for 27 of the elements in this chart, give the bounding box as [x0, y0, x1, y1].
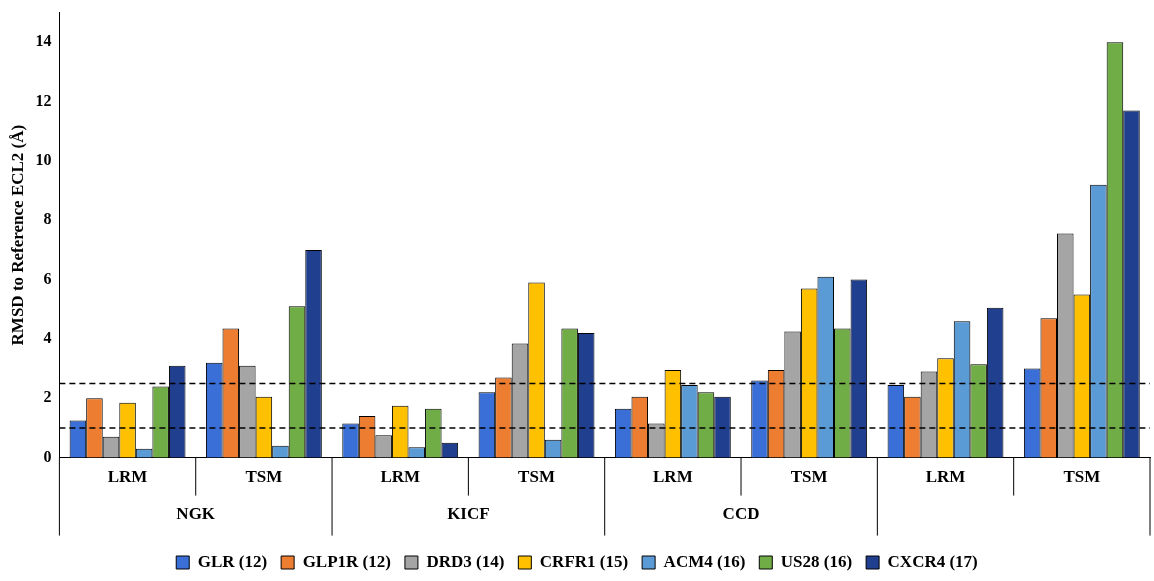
- y-tick-label: 10: [35, 151, 52, 169]
- y-tick-label: 8: [43, 210, 52, 228]
- text: NGK: [176, 503, 216, 523]
- x-tick-label: LRM: [107, 467, 148, 487]
- y-tick-label: 6: [43, 269, 52, 287]
- x-tick-label: TSM: [1063, 467, 1101, 487]
- legend-label: US28 (16): [780, 551, 853, 571]
- x-tick-label: LRM: [925, 467, 966, 487]
- legend-label: CRFR1 (15): [539, 551, 629, 571]
- text: KICF: [447, 503, 490, 523]
- y-tick-label: 12: [35, 91, 52, 109]
- x-tick-label: TSM: [518, 467, 555, 487]
- x-tick-label: LRM: [653, 467, 693, 487]
- legend-label: CXCR4 (17): [887, 551, 978, 571]
- x-tick-label: TSM: [790, 467, 828, 487]
- x-tick-label: TSM: [245, 467, 283, 487]
- y-tick-label: 14: [35, 32, 52, 50]
- legend-label: GLR (12): [197, 551, 268, 571]
- y-tick-label: 0: [43, 447, 52, 465]
- text: CCD: [722, 503, 760, 523]
- y-axis-title: RMSD to Reference ECL2 (Å): [7, 124, 27, 346]
- legend-label: ACM4 (16): [663, 551, 746, 571]
- legend-label: DRD3 (14): [426, 551, 505, 571]
- y-tick-label: 4: [43, 329, 52, 347]
- y-tick-label: 2: [43, 388, 52, 406]
- legend-label: GLP1R (12): [302, 551, 391, 571]
- x-tick-label: LRM: [380, 467, 421, 487]
